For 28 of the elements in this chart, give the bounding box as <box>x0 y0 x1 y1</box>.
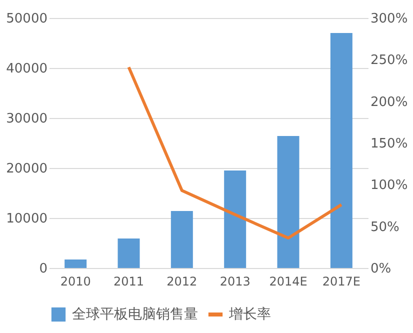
x-tick-label: 2011 <box>113 274 144 288</box>
y2-tick-label: 150% <box>370 136 408 152</box>
y2-tick-label: 0% <box>370 262 392 276</box>
y2-tick-label: 200% <box>370 94 408 110</box>
bar <box>118 238 140 268</box>
bar <box>224 170 246 268</box>
y-tick-label: 0 <box>39 262 48 276</box>
y-tick-label: 50000 <box>6 12 48 26</box>
line-series <box>127 66 343 240</box>
y2-tick-label: 300% <box>370 12 408 26</box>
x-tick-label: 2012 <box>166 274 198 288</box>
x-tick-label: 2010 <box>60 274 91 288</box>
x-tick-label: 2013 <box>220 274 250 288</box>
bar <box>170 211 193 268</box>
bar <box>277 136 300 268</box>
y2-tick-label: 250% <box>370 53 408 68</box>
bar <box>64 260 87 268</box>
y-tick-label: 20000 <box>6 162 48 176</box>
legend-label: 全球平板电脑销售量 <box>72 306 198 322</box>
x-tick-label: 2017E <box>322 274 360 288</box>
y-tick-label: 40000 <box>6 62 48 76</box>
y-tick-label: 30000 <box>6 112 48 126</box>
y-tick-label: 10000 <box>6 212 48 226</box>
y2-tick-label: 50% <box>370 220 400 235</box>
y2-tick-label: 100% <box>370 178 408 194</box>
legend-label: 增长率 <box>228 306 271 322</box>
x-tick-label: 2014E <box>269 274 308 288</box>
bar <box>330 33 352 268</box>
